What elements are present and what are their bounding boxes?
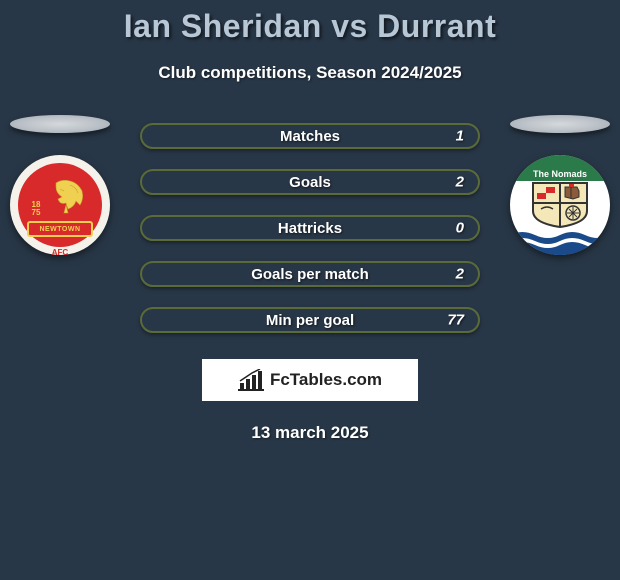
branding-box: FcTables.com <box>202 359 418 401</box>
platform-icon <box>10 115 110 133</box>
stat-value: 0 <box>456 220 464 237</box>
stat-row: Goals 2 <box>140 169 480 195</box>
chart-icon <box>238 369 264 391</box>
stat-label: Min per goal <box>266 312 354 329</box>
badge-banner: The Nomads <box>510 155 610 181</box>
date: 13 march 2025 <box>0 423 620 443</box>
stat-value: 77 <box>447 312 464 329</box>
stat-value: 1 <box>456 128 464 145</box>
stat-row: Hattricks 0 <box>140 215 480 241</box>
player-left-column: 18 75 NEWTOWN AFC <box>0 115 120 255</box>
stat-value: 2 <box>456 266 464 283</box>
stat-value: 2 <box>456 174 464 191</box>
stat-row: Matches 1 <box>140 123 480 149</box>
stat-label: Hattricks <box>278 220 342 237</box>
stat-label: Goals <box>289 174 331 191</box>
stat-row: Min per goal 77 <box>140 307 480 333</box>
stat-row: Goals per match 2 <box>140 261 480 287</box>
club-badge-right: The Nomads <box>510 155 610 255</box>
badge-ribbon: NEWTOWN <box>27 221 93 237</box>
branding-text: FcTables.com <box>270 370 382 390</box>
subtitle: Club competitions, Season 2024/2025 <box>0 63 620 83</box>
stat-label: Goals per match <box>251 266 369 283</box>
stat-label: Matches <box>280 128 340 145</box>
shield-icon <box>529 181 591 229</box>
badge-left-inner: 18 75 NEWTOWN <box>18 163 102 247</box>
badge-year-bottom: 75 <box>26 209 46 217</box>
platform-icon <box>510 115 610 133</box>
stats-area: 18 75 NEWTOWN AFC The Nomads <box>0 123 620 333</box>
comparison-card: Ian Sheridan vs Durrant Club competition… <box>0 0 620 443</box>
stat-rows: Matches 1 Goals 2 Hattricks 0 Goals per … <box>140 123 480 333</box>
club-badge-left: 18 75 NEWTOWN AFC <box>10 155 110 255</box>
griffin-icon <box>46 175 90 219</box>
page-title: Ian Sheridan vs Durrant <box>0 8 620 45</box>
waves-icon <box>510 229 610 255</box>
badge-afc: AFC <box>52 248 68 257</box>
player-right-column: The Nomads <box>500 115 620 255</box>
badge-year: 18 75 <box>26 201 46 217</box>
